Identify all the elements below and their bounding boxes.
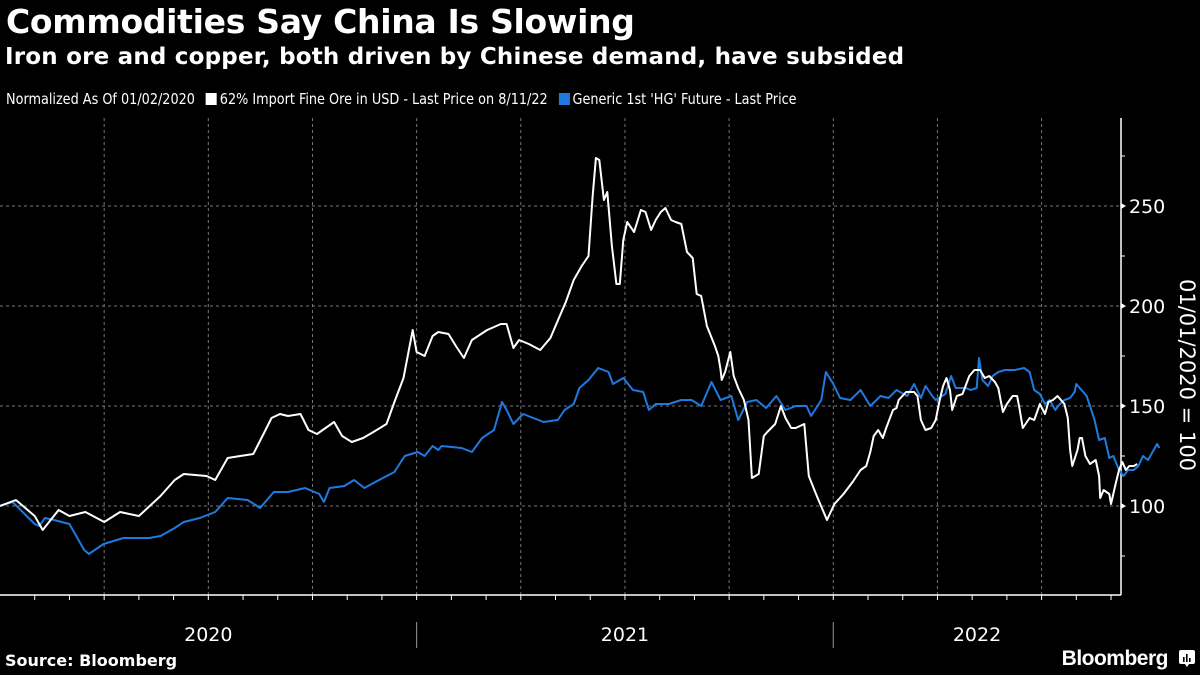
x-tick-label: 2022 — [953, 624, 1001, 646]
legend-note-text: Normalized As Of 01/02/2020 — [6, 90, 195, 108]
chart-subtitle: Iron ore and copper, both driven by Chin… — [5, 44, 905, 70]
y-tick-label: 200 — [1129, 296, 1165, 318]
x-tick-label: 2020 — [184, 624, 232, 646]
legend-label-iron-ore: 62% Import Fine Ore in USD - Last Price … — [219, 90, 548, 108]
legend-swatch-iron-ore — [205, 93, 218, 105]
y-tick-marker — [1121, 203, 1126, 209]
legend-item-iron-ore: 62% Import Fine Ore in USD - Last Price … — [205, 90, 548, 108]
series-line-copper — [0, 357, 1161, 555]
y-tick-label: 150 — [1129, 396, 1165, 418]
x-tick-label: 2021 — [601, 624, 649, 646]
bloomberg-logo: Bloomberg — [1061, 647, 1169, 670]
legend-item-copper: Generic 1st 'HG' Future - Last Price — [558, 90, 797, 108]
source-note: Source: Bloomberg — [5, 651, 178, 670]
legend-label-copper: Generic 1st 'HG' Future - Last Price — [572, 90, 797, 108]
series-lines — [0, 157, 1161, 555]
y-tick-marker — [1121, 403, 1126, 409]
y-axis-label: 01/01/2020 = 100 — [1175, 279, 1199, 471]
legend-swatch-copper — [558, 93, 570, 105]
legend-note: Normalized As Of 01/02/2020 — [6, 90, 195, 108]
grid-lines — [0, 118, 1121, 595]
series-line-iron-ore — [0, 157, 1138, 531]
axes: 100 150 200 250 2020 2021 2022 — [0, 118, 1165, 648]
chart-title: Commodities Say China Is Slowing — [6, 2, 635, 41]
y-tick-marker — [1121, 503, 1126, 509]
y-tick-label: 100 — [1129, 496, 1165, 518]
y-tick-label: 250 — [1129, 196, 1165, 218]
legend: Normalized As Of 01/02/2020 62% Import F… — [6, 90, 808, 108]
bloomberg-chart-icon — [1179, 650, 1195, 667]
y-tick-marker — [1121, 303, 1126, 309]
